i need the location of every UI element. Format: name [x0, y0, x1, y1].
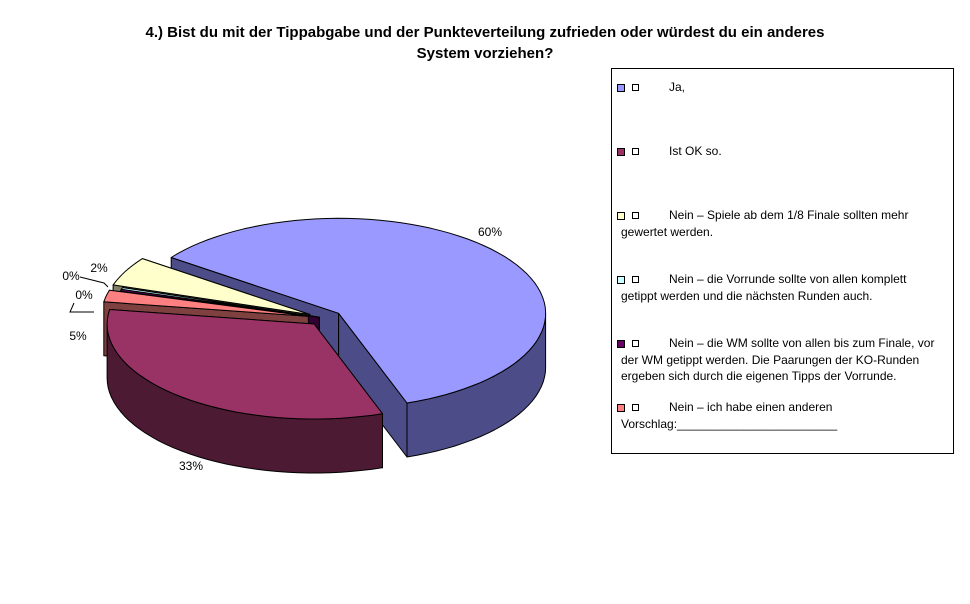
legend-bullet-icon	[632, 276, 639, 283]
legend-label: Nein – die Vorrunde sollte von allen kom…	[617, 271, 957, 304]
legend-bullet-icon	[632, 84, 639, 91]
chart-title-line-1: 4.) Bist du mit der Tippabgabe und der P…	[145, 24, 825, 41]
legend-label: Nein – die WM sollte von allen bis zum F…	[617, 335, 957, 385]
data-label-5: 5%	[69, 329, 87, 343]
leader-line-3	[79, 276, 109, 288]
data-label-4: 0%	[75, 288, 93, 302]
pie-chart: 60% 33% 2% 0% 0% 5%	[62, 217, 547, 474]
pie-slice-0	[170, 217, 547, 404]
legend-label-line: Nein – Spiele ab dem 1/8 Finale sollten …	[669, 208, 909, 222]
data-label-2: 2%	[90, 261, 108, 275]
legend-label-line: gewertet werden.	[621, 224, 714, 239]
legend-bullet-icon	[632, 404, 639, 411]
legend-label-line: ergeben sich durch die eigenen Tipps der…	[621, 369, 897, 383]
legend-swatch	[617, 84, 625, 92]
leader-line-4	[69, 302, 94, 313]
legend-item-4: Nein – die WM sollte von allen bis zum F…	[617, 335, 957, 385]
chart-legend: Ja, Ist OK so. Nein – Spiele ab dem 1/8 Fi…	[611, 68, 954, 454]
legend-label: Nein – Spiele ab dem 1/8 Finale sollten …	[617, 207, 957, 240]
legend-item-0: Ja,	[617, 79, 957, 96]
legend-swatch	[617, 148, 625, 156]
legend-label-line: der WM getippt werden. Die Paarungen der…	[621, 352, 920, 367]
chart-title-line-2: System vorziehen?	[416, 45, 554, 62]
legend-bullet-icon	[632, 212, 639, 219]
legend-label: Ja,	[617, 79, 957, 96]
data-label-0: 60%	[478, 225, 502, 239]
legend-label-line: Vorschlag:________________________	[621, 416, 838, 431]
legend-swatch	[617, 276, 625, 284]
legend-bullet-icon	[632, 340, 639, 347]
legend-item-3: Nein – die Vorrunde sollte von allen kom…	[617, 271, 957, 304]
legend-label-line: Nein – ich habe einen anderen	[669, 400, 833, 414]
pie-slice-1	[106, 309, 383, 420]
data-label-1: 33%	[179, 459, 203, 473]
pie-slice-4	[120, 287, 320, 318]
legend-item-1: Ist OK so.	[617, 143, 957, 160]
legend-label-line: Ist OK so.	[669, 144, 722, 158]
legend-bullet-icon	[632, 148, 639, 155]
pie-slice-5	[112, 258, 311, 315]
legend-label-line: Ja,	[669, 80, 686, 94]
legend-item-5: Nein – ich habe einen anderen Vorschlag:_…	[617, 399, 957, 432]
chart-title: 4.) Bist du mit der Tippabgabe und der P…	[60, 22, 910, 64]
pie-slice-2	[103, 289, 309, 317]
legend-swatch	[617, 212, 625, 220]
legend-item-2: Nein – Spiele ab dem 1/8 Finale sollten …	[617, 207, 957, 240]
legend-swatch	[617, 404, 625, 412]
legend-label-line: Nein – die WM sollte von allen bis zum F…	[669, 336, 935, 350]
legend-label: Nein – ich habe einen anderen Vorschlag:_…	[617, 399, 957, 432]
legend-label-line: getippt werden und die nächsten Runden a…	[621, 288, 873, 303]
legend-swatch	[617, 340, 625, 348]
data-label-3: 0%	[62, 269, 80, 283]
legend-label: Ist OK so.	[617, 143, 957, 160]
legend-label-line: Nein – die Vorrunde sollte von allen kom…	[669, 272, 907, 286]
